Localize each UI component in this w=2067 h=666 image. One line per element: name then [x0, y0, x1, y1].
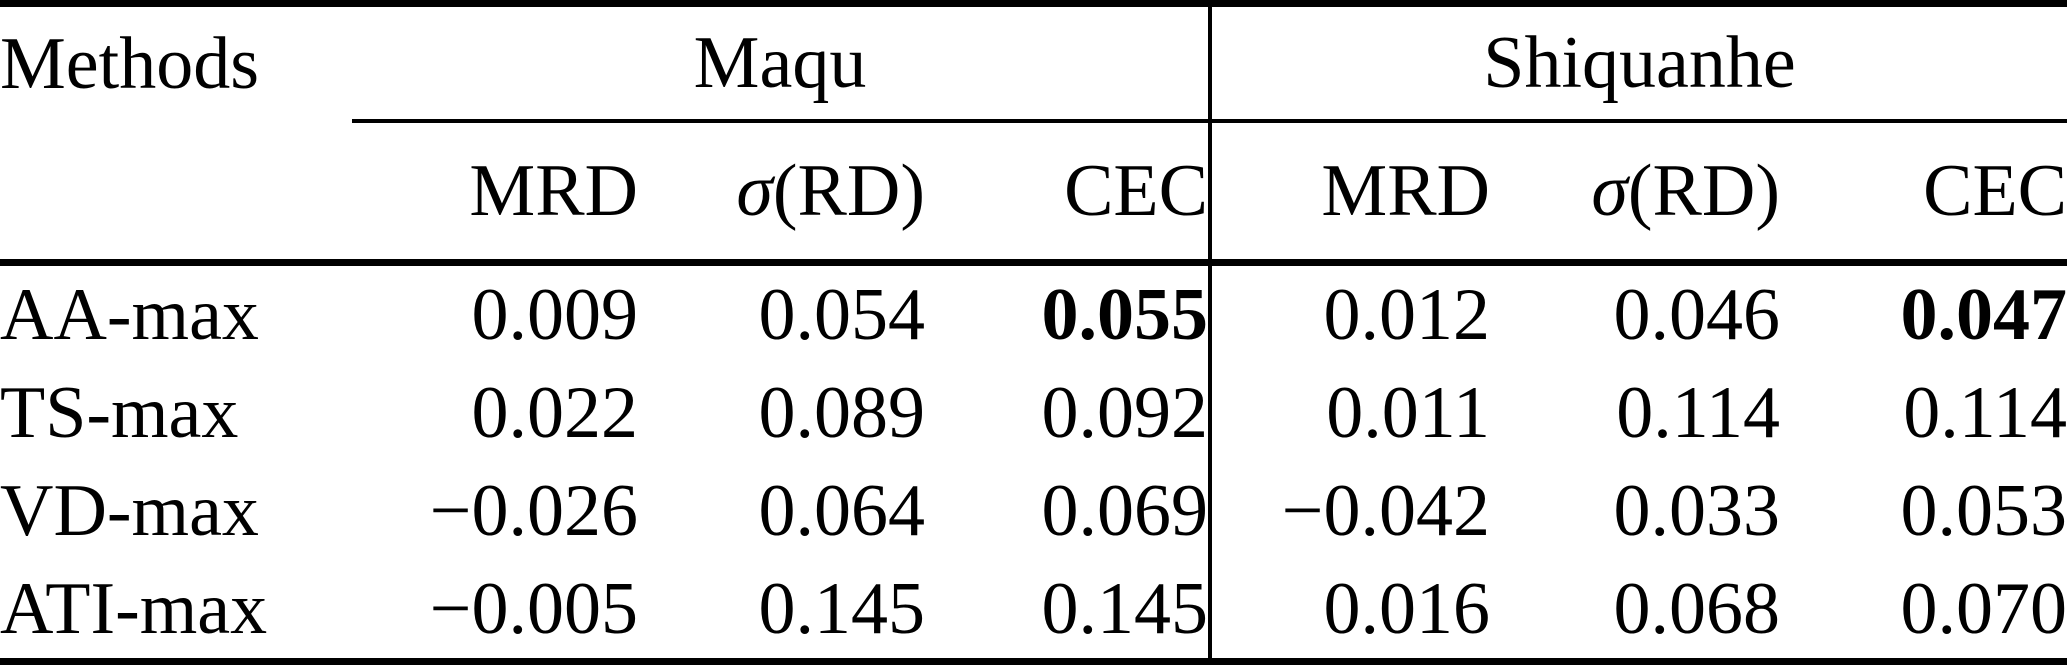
col-header-maqu-sigma-rd: σ(RD) [638, 121, 925, 266]
sigma-symbol: σ [736, 150, 773, 232]
value-cell: 0.070 [1780, 560, 2067, 665]
rd-suffix: (RD) [772, 150, 925, 232]
value-cell: 0.092 [1041, 372, 1209, 454]
table-row: VD-max −0.026 0.064 0.069 −0.042 0.033 0… [0, 462, 2067, 560]
rd-suffix: (RD) [1627, 150, 1780, 232]
value-cell: 0.033 [1613, 470, 1781, 552]
sigma-symbol: σ [1591, 150, 1628, 232]
col-header-maqu-cec: CEC [925, 121, 1210, 266]
group-header-maqu: Maqu [352, 0, 1210, 123]
col-header-shiquanhe-sigma-rd: σ(RD) [1490, 121, 1780, 266]
method-cell: ATI-max [0, 560, 352, 665]
col-header-maqu-mrd: MRD [352, 121, 638, 266]
value-cell: 0.064 [758, 470, 926, 552]
method-cell: TS-max [0, 372, 239, 454]
table-row: AA-max 0.009 0.054 0.055 0.012 0.046 0.0… [0, 262, 2067, 364]
value-cell: 0.022 [471, 372, 639, 454]
col-header-shiquanhe-mrd: MRD [1208, 121, 1490, 266]
value-cell: 0.145 [638, 560, 925, 665]
group-header-row: Methods Maqu Shiquanhe [0, 0, 2067, 123]
col-header-shiquanhe-cec: CEC [1780, 121, 2067, 266]
subheader-row: MRD σ(RD) CEC MRD σ(RD) CEC [0, 121, 2067, 266]
value-cell: 0.054 [758, 274, 926, 356]
value-cell: 0.069 [1041, 470, 1209, 552]
value-cell: 0.011 [1208, 364, 1490, 462]
value-cell: 0.089 [758, 372, 926, 454]
method-cell: AA-max [0, 274, 259, 356]
value-cell: 0.016 [1208, 560, 1490, 665]
value-cell: 0.046 [1613, 274, 1781, 356]
value-cell: 0.009 [471, 274, 639, 356]
value-cell: −0.026 [429, 470, 638, 552]
method-cell: VD-max [0, 470, 259, 552]
value-cell: −0.042 [1208, 462, 1490, 560]
group-header-shiquanhe: Shiquanhe [1207, 0, 2067, 123]
value-cell: 0.145 [925, 560, 1210, 665]
value-cell: 0.053 [1900, 470, 2067, 552]
value-cell-bold: 0.047 [1900, 274, 2067, 356]
table-row: TS-max 0.022 0.089 0.092 0.011 0.114 0.1… [0, 364, 2067, 462]
value-cell: −0.005 [352, 560, 638, 665]
value-cell: 0.012 [1208, 262, 1490, 364]
empty-header-cell [0, 121, 352, 266]
value-cell: 0.068 [1490, 560, 1780, 665]
value-cell: 0.114 [1616, 372, 1780, 454]
table-row: ATI-max −0.005 0.145 0.145 0.016 0.068 0… [0, 560, 2067, 665]
value-cell-bold: 0.055 [1041, 274, 1209, 356]
methods-header: Methods [0, 0, 352, 121]
value-cell: 0.114 [1903, 372, 2067, 454]
